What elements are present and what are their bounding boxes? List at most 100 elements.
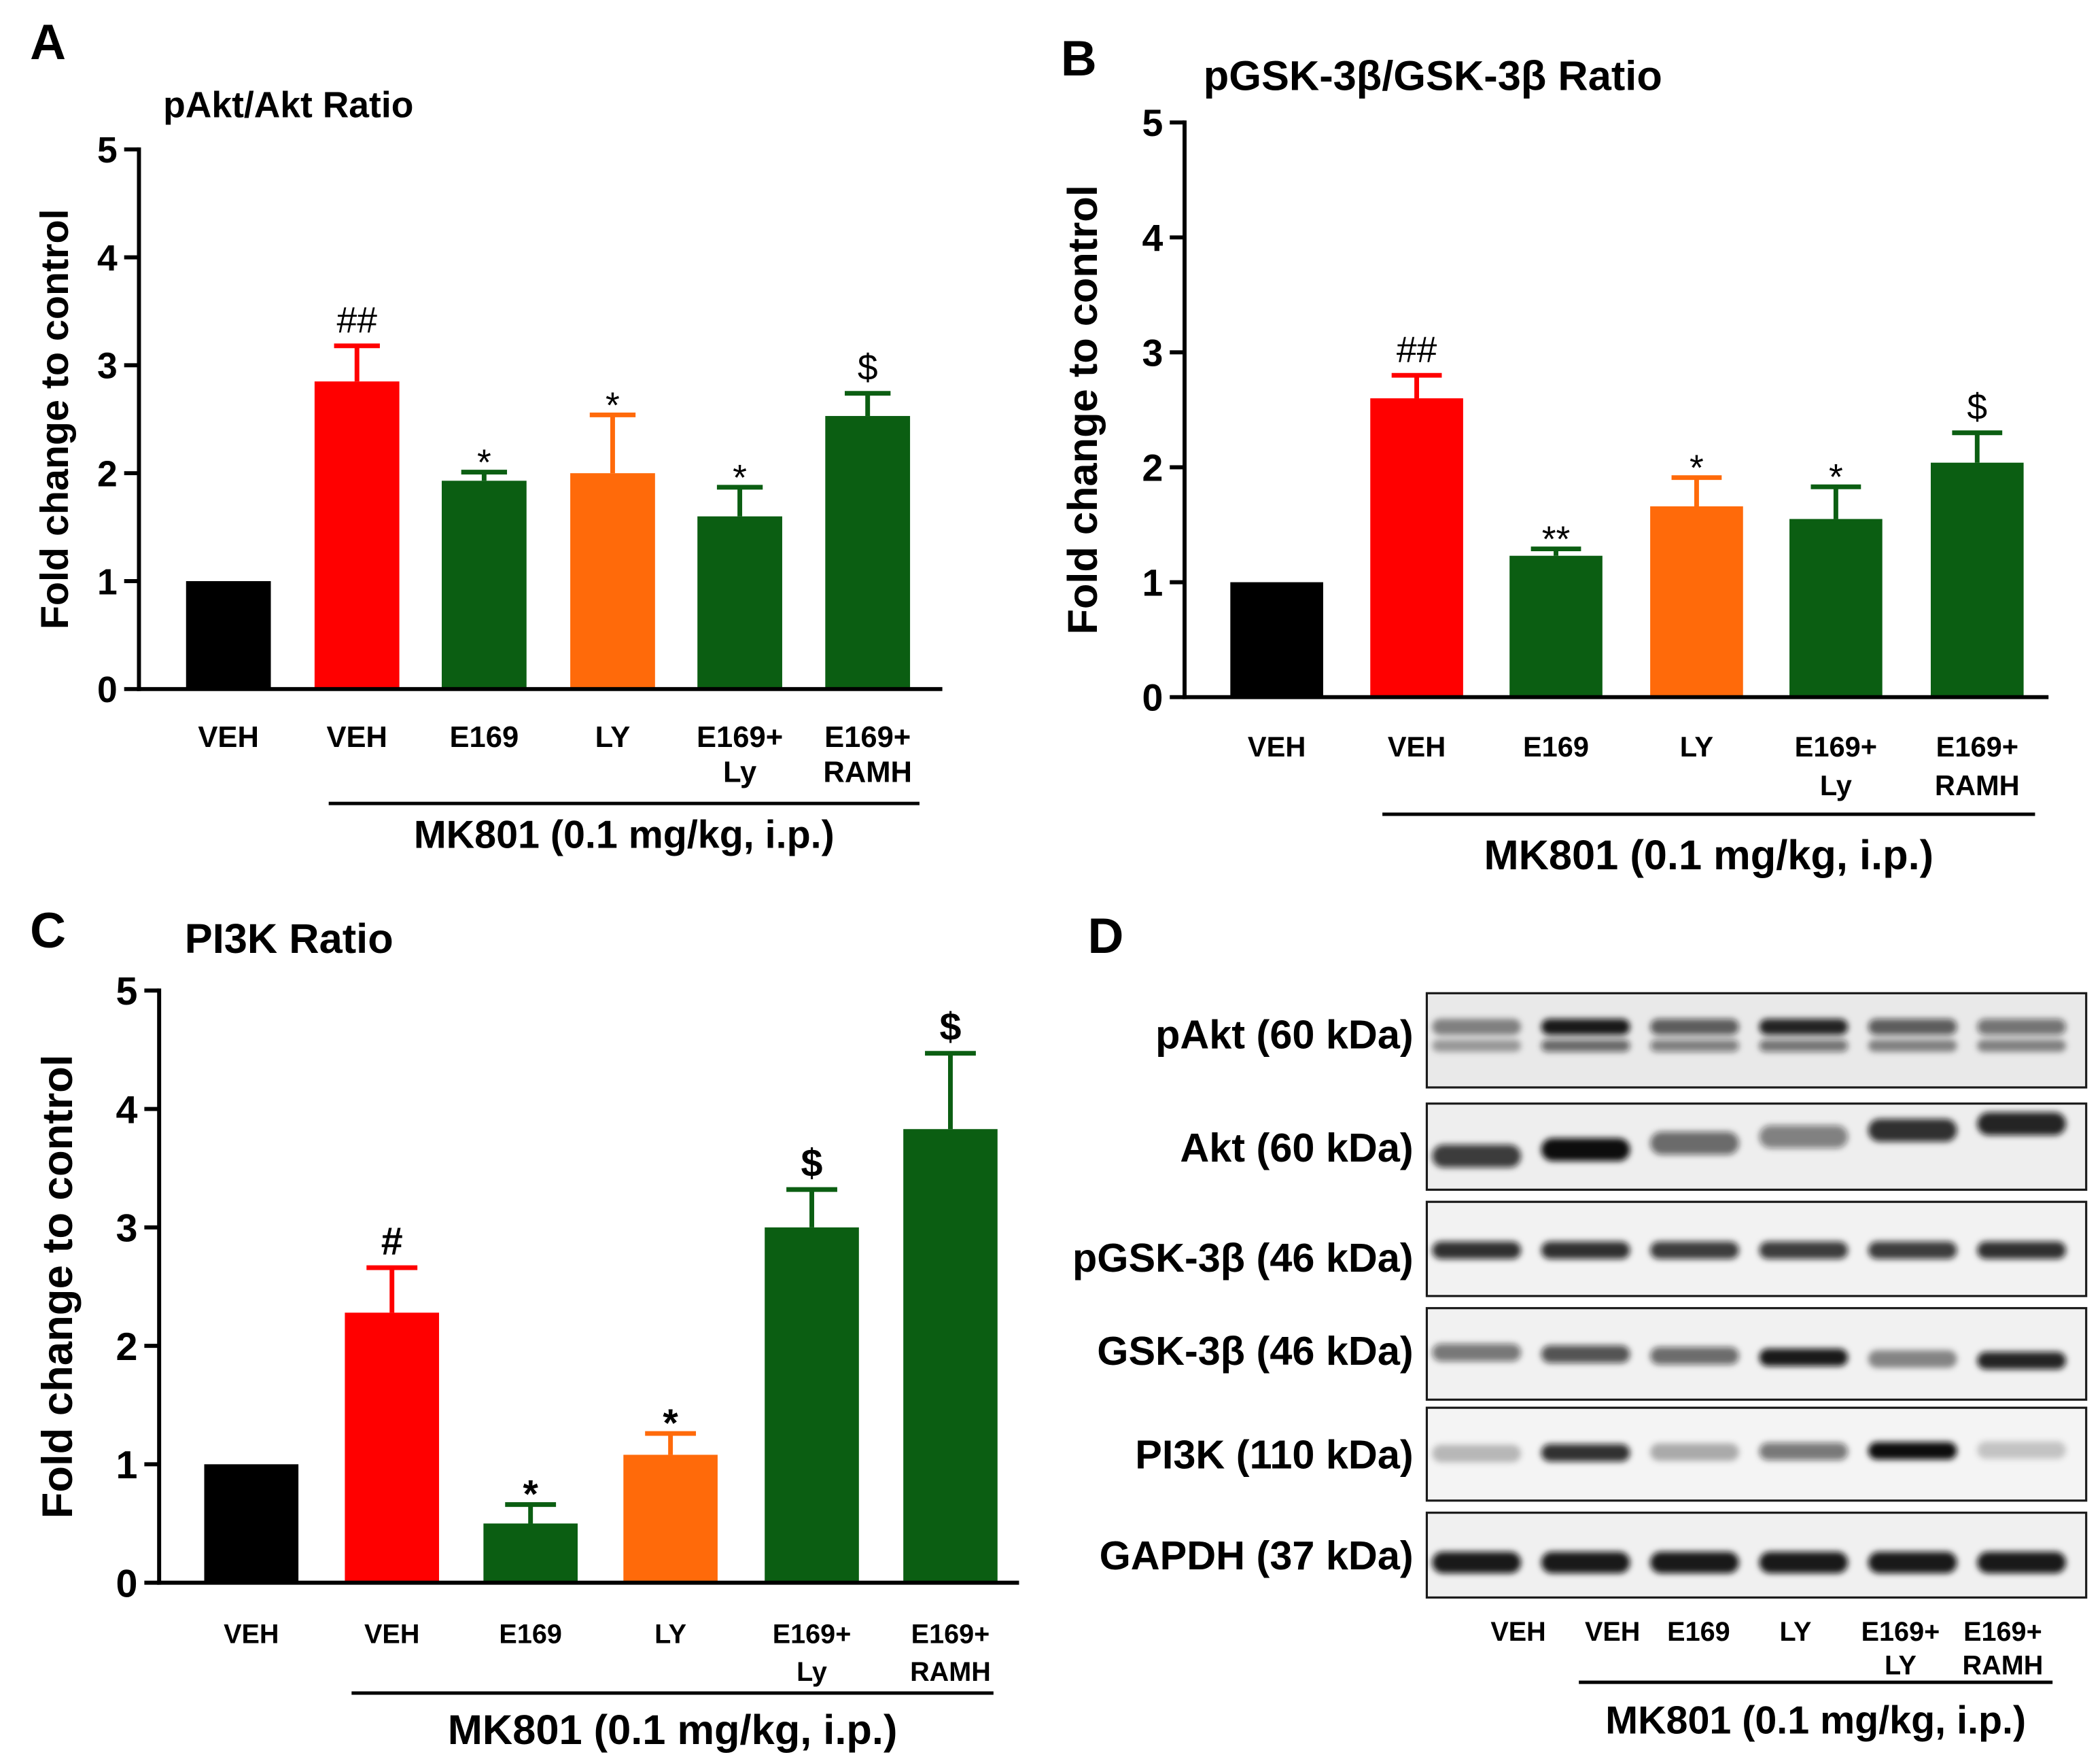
blot-band — [1432, 1018, 1522, 1035]
blot-band — [1541, 1552, 1630, 1573]
group-label: MK801 (0.1 mg/kg, i.p.) — [1605, 1699, 2026, 1742]
blot-band — [1650, 1241, 1739, 1259]
x-tick-label: LY — [654, 1620, 686, 1650]
bar — [825, 416, 911, 689]
y-tick-label: 3 — [116, 1207, 138, 1251]
blot-band — [1759, 1018, 1849, 1035]
blot-band — [1759, 1442, 1849, 1461]
y-tick-label: 1 — [116, 1444, 138, 1487]
blot-row-label: GAPDH (37 kDa) — [1100, 1533, 1414, 1578]
y-tick-label: 4 — [1142, 217, 1163, 259]
blot-band — [1650, 1132, 1739, 1155]
blot-band — [1541, 1345, 1630, 1363]
y-tick-label: 4 — [116, 1088, 138, 1132]
lane-label: E169+ — [1861, 1617, 1940, 1647]
y-tick-label: 0 — [97, 670, 118, 710]
blot-band — [1868, 1442, 1957, 1460]
blot-band — [1977, 1552, 2066, 1573]
significance-label: * — [477, 443, 491, 483]
y-axis-label: Fold change to control — [34, 1055, 82, 1519]
blot-strip — [1425, 1102, 2088, 1191]
x-tick-label: E169+ — [824, 721, 911, 754]
bar — [483, 1523, 578, 1583]
bar — [441, 481, 527, 689]
y-tick-label: 2 — [1142, 447, 1163, 489]
x-tick-label: VEH — [326, 721, 387, 754]
blot-strip — [1425, 1406, 2088, 1502]
y-tick-label: 4 — [97, 239, 118, 279]
bar — [623, 1455, 718, 1583]
blot-band — [1650, 1346, 1739, 1365]
y-axis-label: Fold change to control — [33, 209, 77, 629]
x-tick-label: VEH — [224, 1620, 279, 1650]
x-tick-label: E169+ — [1936, 731, 2018, 763]
blot-band — [1868, 1018, 1957, 1035]
bar — [765, 1227, 859, 1583]
blot-band — [1977, 1112, 2066, 1136]
bar — [570, 473, 655, 689]
y-tick-label: 5 — [116, 970, 138, 1013]
significance-label: * — [1690, 449, 1704, 489]
blot-strip — [1425, 992, 2088, 1089]
significance-label: * — [663, 1401, 678, 1445]
x-tick-label: RAMH — [823, 756, 912, 788]
x-tick-label: VEH — [1388, 731, 1446, 763]
x-tick-label: LY — [1680, 731, 1714, 763]
significance-label: * — [1829, 457, 1843, 498]
blot-band — [1541, 1039, 1630, 1052]
blot-band — [1650, 1018, 1739, 1035]
significance-label: $ — [1967, 387, 1987, 428]
panel-c-chart: C PI3K Ratio Fold change to control VEH # VEH… — [30, 903, 1019, 1754]
blot-band — [1432, 1344, 1522, 1361]
blot-band — [1868, 1119, 1957, 1142]
group-label: MK801 (0.1 mg/kg, i.p.) — [448, 1707, 898, 1754]
bar — [186, 581, 271, 689]
significance-label: $ — [801, 1141, 823, 1185]
x-tick-label: E169+ — [911, 1620, 990, 1650]
blot-band — [1432, 1145, 1522, 1168]
lane-label: E169 — [1667, 1617, 1730, 1647]
blot-band — [1759, 1348, 1849, 1367]
lane-label: RAMH — [1963, 1650, 2044, 1680]
bar — [1509, 555, 1603, 697]
bar — [1930, 462, 2024, 697]
lane-label: LY — [1779, 1617, 1811, 1647]
x-tick-label: E169+ — [773, 1620, 852, 1650]
y-tick-label: 1 — [1142, 562, 1163, 604]
x-tick-label: Ly — [723, 756, 756, 788]
y-tick-label: 5 — [1142, 102, 1163, 144]
y-tick-label: 0 — [116, 1562, 138, 1605]
x-tick-label: VEH — [198, 721, 259, 754]
significance-label: ## — [1397, 330, 1437, 370]
lane-label: VEH — [1585, 1617, 1640, 1647]
bar — [1370, 398, 1463, 697]
x-tick-label: E169 — [450, 721, 519, 754]
blot-band — [1650, 1552, 1739, 1573]
panel-letter: A — [30, 14, 66, 70]
blot-strip — [1425, 1307, 2088, 1401]
y-axis-label: Fold change to control — [1060, 185, 1106, 634]
blot-row-label: Akt (60 kDa) — [1180, 1125, 1413, 1170]
lane-label: LY — [1885, 1650, 1917, 1680]
x-tick-label: VEH — [1248, 731, 1306, 763]
bar — [345, 1312, 440, 1583]
x-tick-label: VEH — [364, 1620, 419, 1650]
blot-band — [1977, 1039, 2066, 1052]
significance-label: ## — [337, 300, 378, 341]
blot-band — [1432, 1039, 1522, 1052]
bar — [1230, 582, 1323, 697]
panel-letter: B — [1061, 31, 1097, 86]
bar — [903, 1129, 998, 1583]
blot-row-label: pGSK-3β (46 kDa) — [1072, 1235, 1414, 1281]
blot-band — [1868, 1552, 1957, 1573]
blot-row-label: pAkt (60 kDa) — [1155, 1012, 1414, 1058]
x-tick-label: LY — [595, 721, 631, 754]
blot-band — [1977, 1241, 2066, 1259]
blot-row-label: GSK-3β (46 kDa) — [1097, 1328, 1413, 1374]
blot-row-label: PI3K (110 kDa) — [1135, 1431, 1413, 1477]
lane-label: E169+ — [1963, 1617, 2042, 1647]
